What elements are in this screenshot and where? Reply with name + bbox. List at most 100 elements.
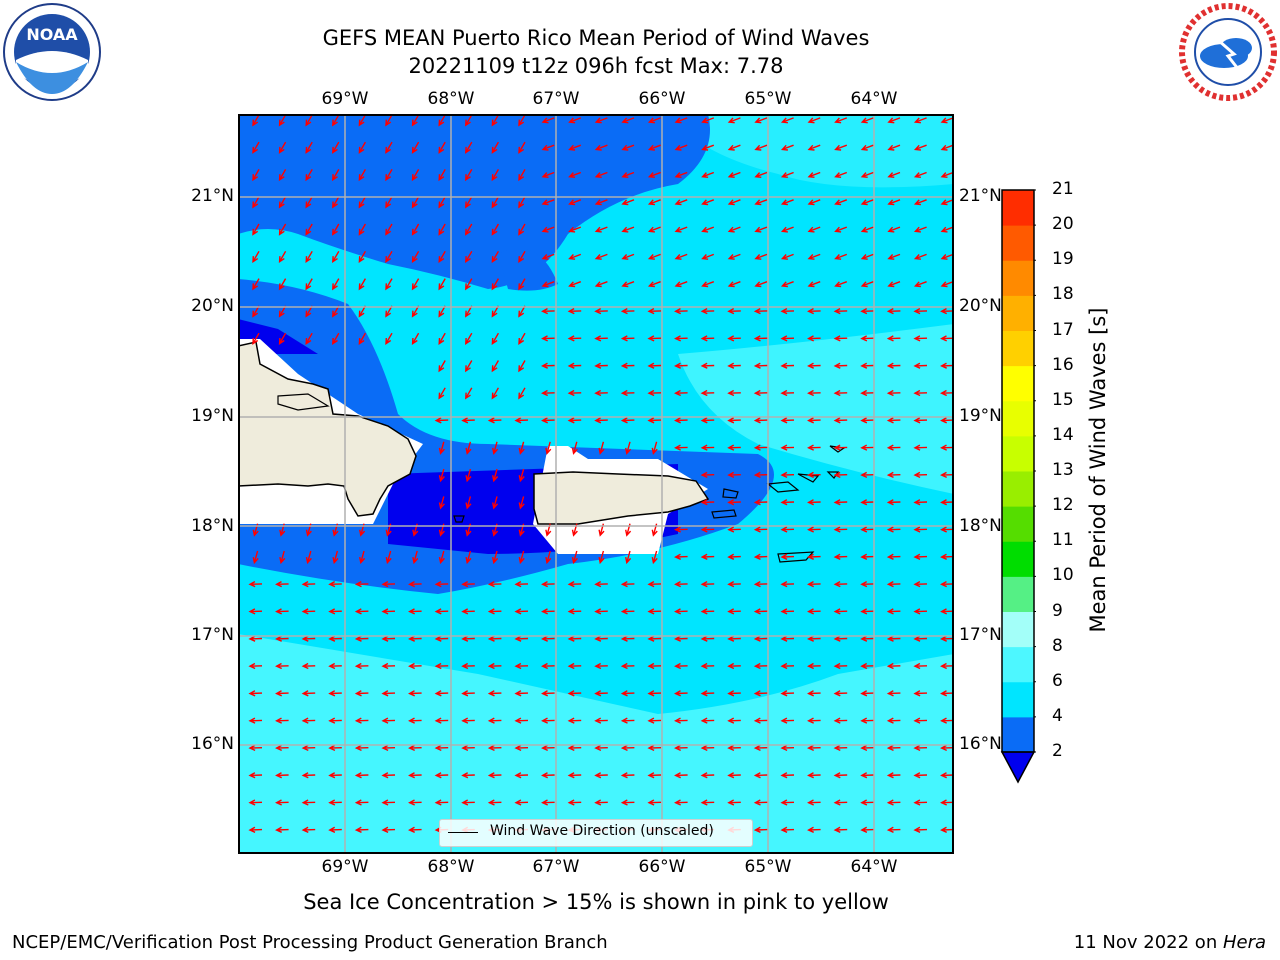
wind-wave-arrow — [700, 772, 715, 779]
wind-wave-arrow — [408, 690, 422, 697]
wind-wave-arrow — [940, 226, 954, 233]
wind-wave-arrow — [913, 226, 927, 233]
wind-wave-arrow — [567, 772, 582, 779]
wind-wave-arrow — [621, 117, 635, 124]
wind-wave-arrow — [408, 826, 422, 833]
wind-wave-arrow — [385, 332, 393, 345]
wind-wave-arrow — [358, 196, 367, 209]
wind-wave-arrow — [833, 717, 848, 724]
wind-wave-arrow — [647, 171, 661, 178]
wind-wave-arrow — [567, 608, 582, 615]
wind-wave-arrow — [625, 550, 632, 565]
noaa-logo: NOAA — [2, 2, 102, 102]
wind-wave-arrow — [248, 772, 263, 779]
wind-wave-arrow — [780, 499, 795, 506]
wind-wave-arrow — [541, 417, 555, 424]
wind-wave-arrow — [411, 332, 420, 345]
wind-wave-arrow — [807, 281, 821, 288]
wind-wave-arrow — [940, 635, 954, 642]
wind-wave-arrow — [381, 580, 396, 588]
wind-wave-arrow — [860, 471, 874, 479]
wind-wave-arrow — [860, 117, 874, 124]
wind-wave-arrow — [465, 169, 473, 182]
wind-wave-arrow — [940, 772, 954, 779]
wind-wave-arrow — [940, 553, 954, 560]
wind-wave-arrow — [780, 117, 794, 124]
wind-wave-arrow — [780, 799, 795, 806]
wind-wave-arrow — [541, 580, 555, 588]
wind-wave-arrow — [860, 362, 874, 369]
wind-wave-arrow — [674, 772, 688, 779]
lat-label-right-18n: 18°N — [959, 516, 1002, 536]
wind-wave-arrow — [541, 717, 555, 724]
colorbar — [1000, 186, 1036, 786]
wind-wave-arrow — [461, 717, 475, 724]
wind-wave-arrow — [807, 690, 821, 697]
wind-wave-arrow — [860, 417, 874, 424]
colorbar-band — [1002, 400, 1034, 437]
wind-wave-arrow — [887, 281, 901, 288]
wind-wave-arrow — [408, 799, 422, 806]
wind-wave-arrow — [465, 441, 472, 455]
wind-wave-arrow — [518, 387, 526, 400]
wind-wave-arrow — [487, 799, 502, 806]
footer-host: Hera — [1222, 932, 1266, 953]
wind-wave-arrow — [651, 441, 658, 455]
wind-wave-arrow — [940, 144, 954, 151]
wind-wave-arrow — [568, 253, 582, 260]
wind-wave-arrow — [780, 635, 795, 642]
wind-wave-arrow — [487, 717, 502, 724]
wind-wave-arrow — [594, 690, 608, 697]
wind-wave-arrow — [913, 117, 927, 124]
wind-wave-arrow — [647, 362, 662, 369]
nws-logo — [1178, 2, 1278, 102]
wind-wave-arrow — [434, 772, 449, 779]
wind-wave-arrow — [305, 196, 313, 209]
wind-wave-arrow — [408, 635, 422, 642]
wind-wave-arrow — [465, 114, 473, 127]
wind-wave-arrow — [807, 826, 821, 833]
wind-wave-arrow — [647, 799, 662, 806]
wind-wave-arrow — [305, 223, 313, 236]
wind-wave-arrow — [674, 526, 688, 533]
wind-wave-arrow — [940, 335, 954, 342]
wind-wave-arrow — [332, 332, 340, 345]
wind-wave-arrow — [487, 744, 502, 752]
wind-wave-arrow — [381, 608, 396, 615]
wind-wave-arrow — [252, 332, 260, 345]
wind-wave-arrow — [381, 717, 396, 724]
wind-wave-arrow — [567, 335, 582, 342]
wind-wave-arrow — [438, 250, 446, 264]
wind-wave-arrow — [275, 772, 289, 779]
wind-wave-arrow — [780, 553, 795, 560]
wind-wave-arrow — [727, 417, 741, 424]
wind-wave-arrow — [860, 608, 874, 615]
wind-wave-arrow — [594, 635, 608, 642]
wind-wave-arrow — [674, 635, 688, 642]
wind-wave-arrow — [886, 526, 901, 533]
wind-wave-arrow — [727, 335, 741, 342]
wind-wave-arrow — [594, 608, 608, 615]
wind-wave-arrow — [594, 580, 608, 588]
wind-wave-arrow — [621, 144, 635, 151]
wind-wave-arrow — [545, 441, 552, 455]
wind-wave-arrow — [834, 144, 848, 151]
wind-wave-arrow — [753, 362, 768, 369]
wind-wave-arrow — [354, 608, 369, 615]
colorbar-band — [1002, 646, 1034, 683]
wind-wave-arrow — [647, 199, 661, 206]
wind-wave-arrow — [567, 690, 582, 697]
wind-wave-arrow — [833, 335, 848, 342]
wind-wave-arrow — [887, 226, 901, 233]
colorbar-band — [1002, 611, 1034, 648]
wind-wave-arrow — [700, 389, 715, 397]
wind-wave-arrow — [514, 417, 529, 424]
wind-wave-arrow — [807, 662, 821, 670]
wind-wave-arrow — [833, 389, 848, 397]
lat-label-right-21n: 21°N — [959, 186, 1002, 206]
wind-wave-arrow — [807, 799, 821, 806]
wind-wave-arrow — [886, 635, 901, 642]
wind-wave-arrow — [727, 226, 741, 233]
wind-wave-arrow — [727, 744, 741, 752]
wind-wave-arrow — [700, 717, 715, 724]
